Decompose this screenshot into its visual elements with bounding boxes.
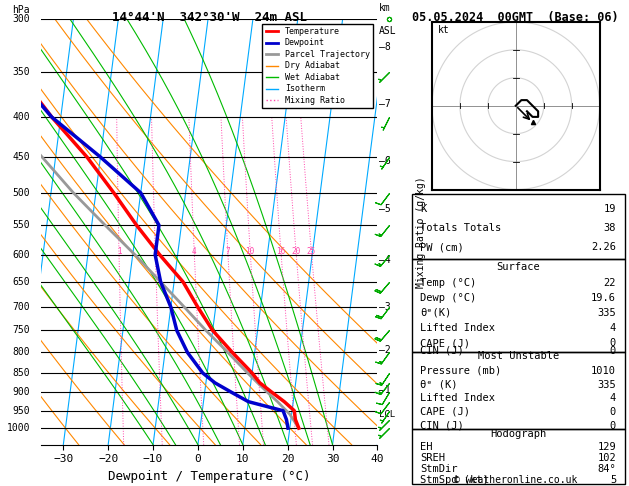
- Text: 0: 0: [610, 346, 616, 356]
- Text: –5: –5: [379, 205, 391, 214]
- Text: 102: 102: [598, 452, 616, 463]
- Text: 900: 900: [13, 387, 30, 398]
- Text: 1: 1: [116, 247, 121, 257]
- Text: Pressure (mb): Pressure (mb): [421, 366, 502, 376]
- Text: 650: 650: [13, 277, 30, 287]
- Text: Dewp (°C): Dewp (°C): [421, 293, 477, 303]
- Text: 10: 10: [245, 247, 255, 257]
- Bar: [412, 429, 625, 484]
- Text: 0: 0: [610, 421, 616, 431]
- Text: 335: 335: [598, 308, 616, 318]
- Text: PW (cm): PW (cm): [421, 242, 464, 252]
- Text: LCL: LCL: [379, 410, 395, 419]
- Text: –7: –7: [379, 99, 391, 109]
- Text: CIN (J): CIN (J): [421, 421, 464, 431]
- Text: 500: 500: [13, 188, 30, 198]
- Text: © weatheronline.co.uk: © weatheronline.co.uk: [454, 475, 577, 485]
- Text: km: km: [379, 3, 391, 13]
- Text: StmDir: StmDir: [421, 464, 458, 473]
- Text: K: K: [421, 204, 426, 214]
- Text: Lifted Index: Lifted Index: [421, 393, 496, 403]
- Text: Totals Totals: Totals Totals: [421, 223, 502, 233]
- Text: 0: 0: [610, 407, 616, 417]
- Bar: [412, 260, 625, 352]
- Text: 38: 38: [604, 223, 616, 233]
- Text: 5: 5: [610, 474, 616, 485]
- Text: 129: 129: [598, 442, 616, 451]
- Text: 4: 4: [192, 247, 196, 257]
- Text: –1: –1: [379, 385, 391, 396]
- Text: 19: 19: [604, 204, 616, 214]
- Text: 850: 850: [13, 368, 30, 378]
- Text: CIN (J): CIN (J): [421, 346, 464, 356]
- Text: 1000: 1000: [7, 423, 30, 433]
- Text: 335: 335: [598, 380, 616, 390]
- Text: 800: 800: [13, 347, 30, 357]
- Text: 4: 4: [610, 393, 616, 403]
- Text: 25: 25: [307, 247, 316, 257]
- Text: CAPE (J): CAPE (J): [421, 338, 470, 348]
- Text: –3: –3: [379, 302, 391, 312]
- Text: ASL: ASL: [379, 26, 397, 36]
- Text: 600: 600: [13, 250, 30, 260]
- Text: hPa: hPa: [13, 5, 30, 15]
- Text: –4: –4: [379, 255, 391, 265]
- Text: 0: 0: [610, 338, 616, 348]
- Text: CAPE (J): CAPE (J): [421, 407, 470, 417]
- Text: 300: 300: [13, 15, 30, 24]
- Text: 400: 400: [13, 112, 30, 122]
- Text: 84°: 84°: [598, 464, 616, 473]
- Text: 7: 7: [225, 247, 230, 257]
- Text: 05.05.2024  00GMT  (Base: 06): 05.05.2024 00GMT (Base: 06): [413, 11, 619, 24]
- Text: –2: –2: [379, 345, 391, 355]
- Text: 20: 20: [291, 247, 301, 257]
- Text: 950: 950: [13, 406, 30, 416]
- Text: Hodograph: Hodograph: [490, 430, 547, 439]
- Text: Most Unstable: Most Unstable: [477, 351, 559, 361]
- Text: EH: EH: [421, 442, 433, 451]
- Text: 19.6: 19.6: [591, 293, 616, 303]
- Text: 350: 350: [13, 67, 30, 77]
- Text: Lifted Index: Lifted Index: [421, 323, 496, 333]
- Text: Mixing Ratio (g/kg): Mixing Ratio (g/kg): [416, 176, 426, 288]
- Text: 750: 750: [13, 326, 30, 335]
- Text: –6: –6: [379, 156, 391, 166]
- Text: kt: kt: [438, 25, 449, 35]
- Text: 2: 2: [153, 247, 158, 257]
- X-axis label: Dewpoint / Temperature (°C): Dewpoint / Temperature (°C): [108, 470, 310, 483]
- Text: 450: 450: [13, 152, 30, 162]
- Text: 14°44'N  342°30'W  24m ASL: 14°44'N 342°30'W 24m ASL: [111, 11, 307, 24]
- Bar: [412, 352, 625, 429]
- Text: 22: 22: [604, 278, 616, 288]
- Legend: Temperature, Dewpoint, Parcel Trajectory, Dry Adiabat, Wet Adiabat, Isotherm, Mi: Temperature, Dewpoint, Parcel Trajectory…: [262, 24, 373, 108]
- Text: Temp (°C): Temp (°C): [421, 278, 477, 288]
- Text: 700: 700: [13, 302, 30, 312]
- Text: 2.26: 2.26: [591, 242, 616, 252]
- Text: 1010: 1010: [591, 366, 616, 376]
- Text: SREH: SREH: [421, 452, 445, 463]
- Text: 16: 16: [276, 247, 286, 257]
- Text: 550: 550: [13, 220, 30, 230]
- Text: θᵉ(K): θᵉ(K): [421, 308, 452, 318]
- Bar: [412, 194, 625, 260]
- Text: StmSpd (kt): StmSpd (kt): [421, 474, 489, 485]
- Text: Surface: Surface: [496, 262, 540, 272]
- Text: 4: 4: [610, 323, 616, 333]
- Text: θᵉ (K): θᵉ (K): [421, 380, 458, 390]
- Text: –8: –8: [379, 42, 391, 52]
